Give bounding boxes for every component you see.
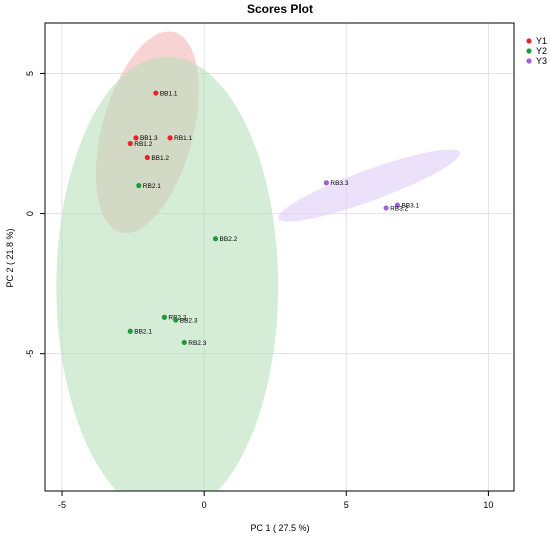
y-axis-label: PC 2 ( 21.8 %) (5, 228, 15, 287)
legend-label: Y2 (536, 46, 547, 56)
data-point (133, 135, 139, 141)
data-point-label: RB2.2 (168, 315, 186, 322)
chart-title: Scores Plot (247, 2, 313, 16)
data-point (394, 202, 401, 208)
x-axis-label: PC 1 ( 27.5 %) (250, 523, 309, 533)
data-point-label: BB3.1 (401, 202, 419, 209)
y-tick-label: 5 (25, 71, 35, 76)
data-point-label: BB2.2 (220, 236, 238, 243)
legend-label: Y1 (536, 36, 547, 46)
data-point (127, 140, 133, 147)
legend-marker (526, 38, 532, 44)
data-point-label: RB3.3 (330, 180, 348, 187)
plot-frame (44, 22, 515, 492)
data-point (167, 135, 173, 141)
x-tick-label: 0 (202, 500, 207, 510)
x-tick-label: -5 (58, 500, 66, 510)
legend-marker (526, 48, 532, 54)
data-point-label: RB2.1 (143, 183, 161, 190)
plot-area: -5 0 5 10 -5 0 5 BB1.1 BB1.3 RB1.1 RB1.2 BB1.2 RB2.1… (25, 22, 515, 510)
confidence-ellipse-y3 (278, 149, 461, 222)
data-point-label: RB1.2 (134, 141, 152, 148)
data-point-label: BB1.1 (160, 90, 178, 97)
y-tick-label: -5 (25, 350, 35, 358)
x-tick-label: 5 (344, 500, 349, 510)
data-point-label: RB1.1 (174, 135, 192, 142)
data-point-label: BB1.3 (140, 135, 158, 142)
data-point (323, 180, 329, 186)
data-point (173, 317, 179, 323)
data-point (127, 328, 133, 334)
data-point-label: RB2.3 (188, 340, 206, 347)
ellipse-group (56, 31, 461, 491)
data-point (212, 236, 219, 242)
legend-label: Y3 (536, 56, 547, 66)
data-point (383, 205, 389, 211)
confidence-ellipse-y2 (56, 56, 279, 491)
data-point (144, 154, 150, 161)
data-point (136, 182, 142, 189)
data-point-label: BB1.2 (151, 155, 169, 162)
data-point-label: BB2.1 (134, 329, 152, 336)
data-point (161, 314, 167, 320)
data-point-label: BB2.3 (180, 317, 198, 324)
legend-marker (526, 58, 532, 64)
y-tick-label: 0 (25, 211, 35, 216)
data-point-label: RB3.2 (390, 205, 408, 212)
data-point (153, 90, 159, 96)
data-point (181, 339, 187, 346)
x-tick-label: 10 (483, 500, 493, 510)
